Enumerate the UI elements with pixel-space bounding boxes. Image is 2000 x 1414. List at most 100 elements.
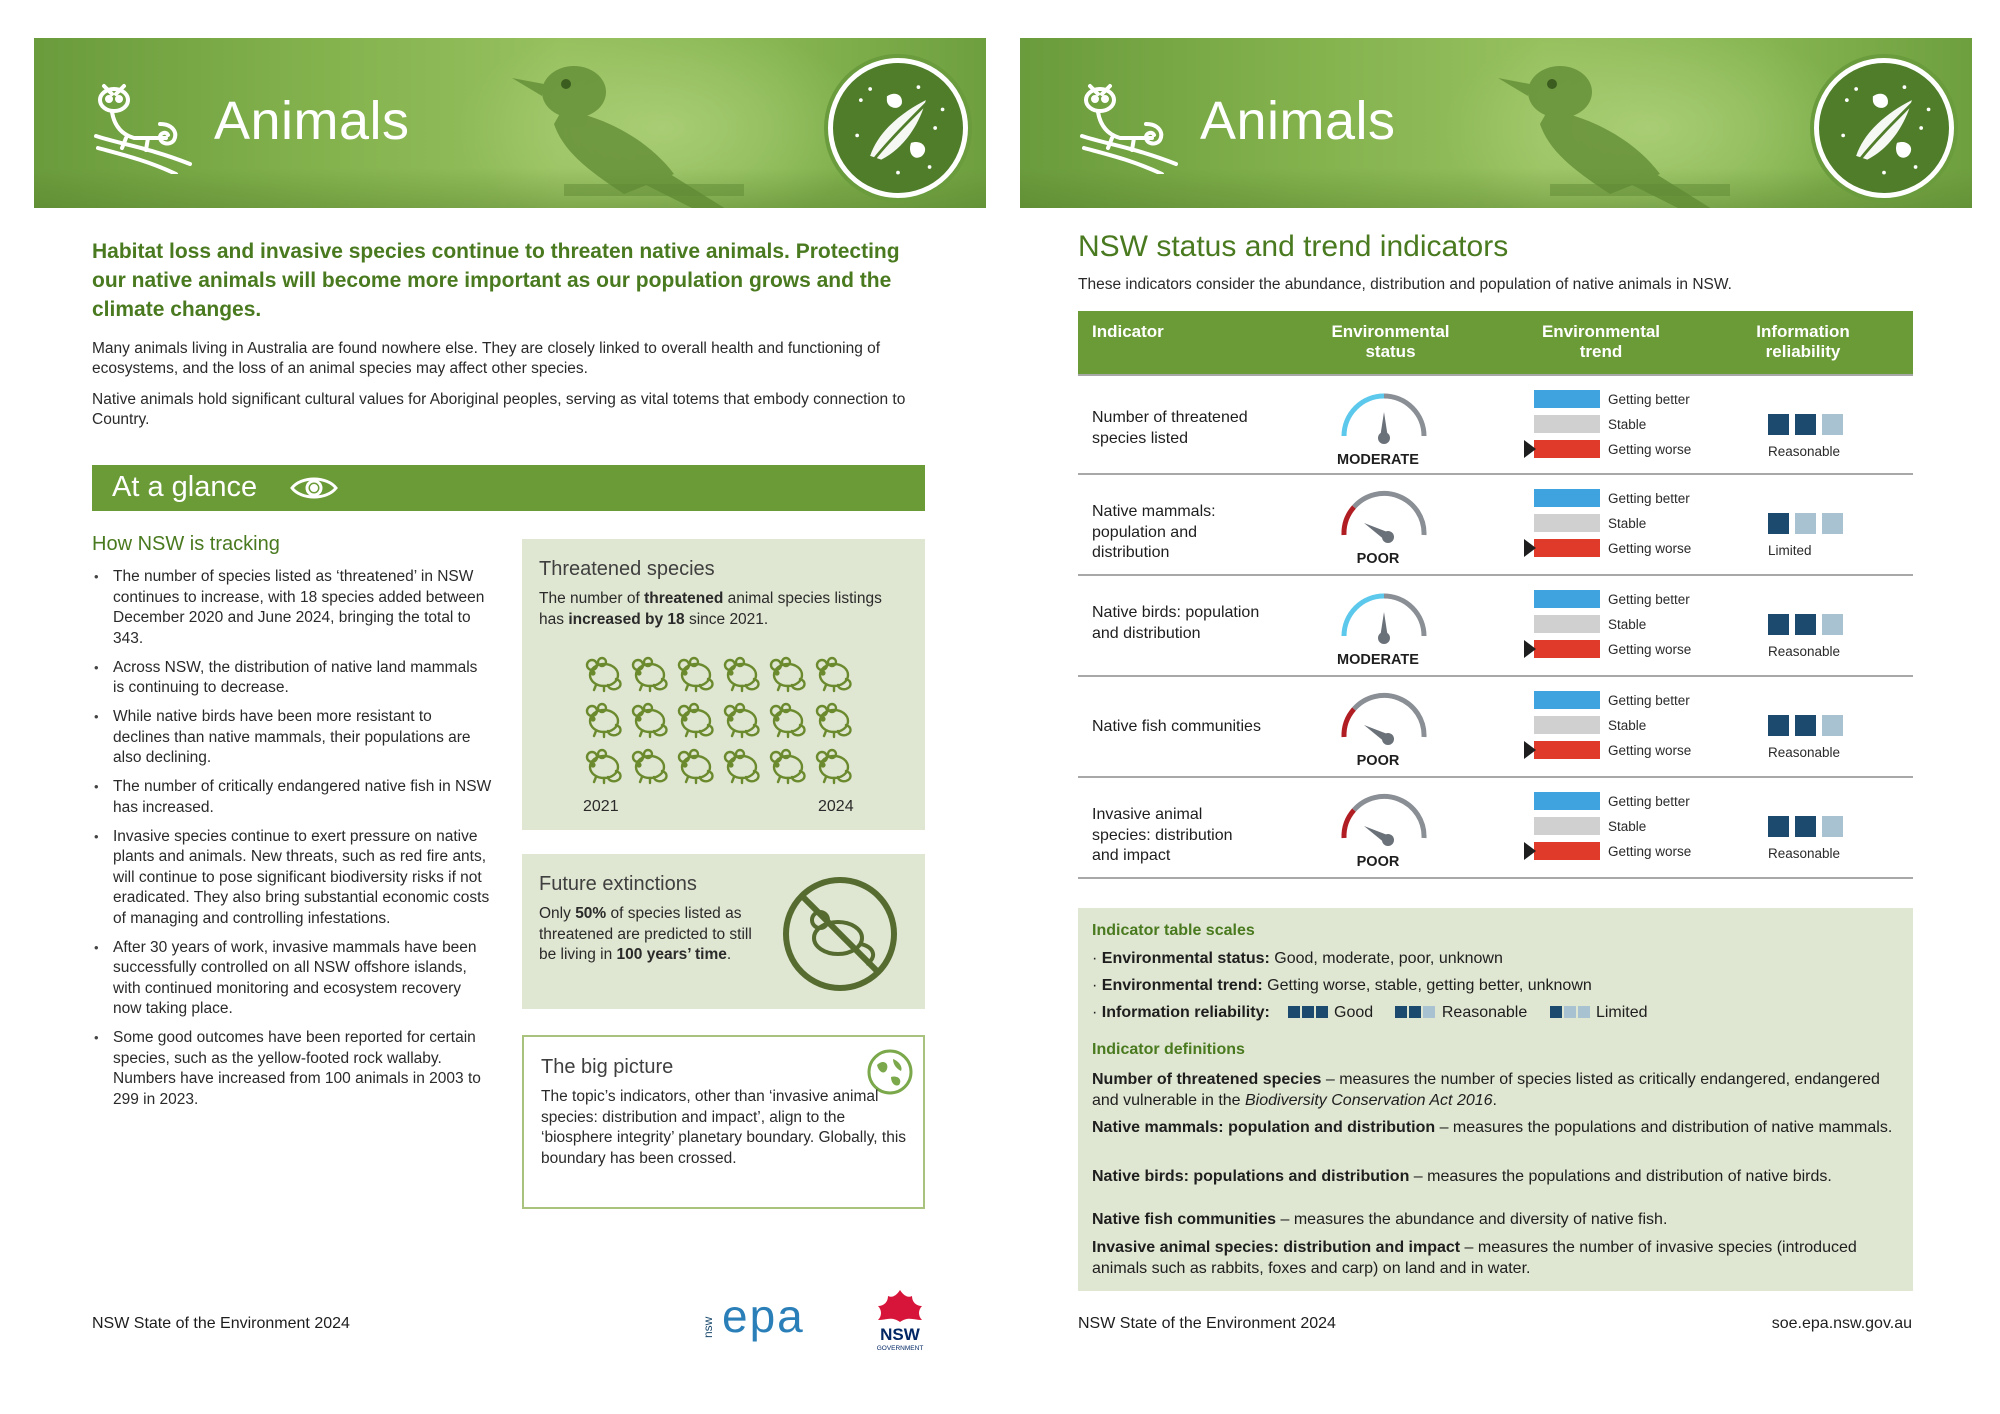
- big-picture-card: The big picture The topic’s indicators, …: [522, 1035, 925, 1209]
- scale-reliability-line: · Information reliability: Good Reasonab…: [1092, 1004, 1648, 1021]
- reliability-label: Reasonable: [1768, 444, 1841, 459]
- tracking-heading: How NSW is tracking: [92, 533, 280, 555]
- status-gauge-icon: [1341, 490, 1427, 543]
- indicator-name: Native fish communities: [1092, 718, 1261, 735]
- scales-heading: Indicator table scales: [1092, 922, 1255, 939]
- status-gauge-icon: [1341, 692, 1427, 745]
- future-extinctions-title: Future extinctions: [539, 873, 697, 895]
- indicator-row: Number of threatened species listed MODER…: [1078, 374, 1913, 475]
- bullet-item: Some good outcomes have been reported fo…: [92, 1028, 492, 1110]
- reliability-square: [1768, 513, 1789, 534]
- mouse-icon: [766, 699, 812, 745]
- aboriginal-art-emblem-icon: [828, 58, 968, 198]
- indicator-name: Invasive animal species: distribution an…: [1092, 806, 1233, 864]
- indicator-table: Indicator Environmental status Environme…: [1078, 311, 1913, 879]
- header-status: Environmental status: [1331, 322, 1450, 361]
- bullet-item: The number of critically endangered nati…: [92, 777, 492, 818]
- definition-item: Native mammals: population and distribut…: [1092, 1119, 1893, 1136]
- future-extinctions-text: Only 50% of species listed as threatened…: [539, 905, 752, 963]
- definition-item: Invasive animal species: distribution an…: [1092, 1239, 1857, 1277]
- year-start: 2021: [583, 798, 619, 815]
- mouse-icon: [582, 653, 628, 699]
- reliability-square: [1795, 614, 1816, 635]
- lead-statement: Habitat loss and invasive species contin…: [92, 240, 900, 321]
- at-a-glance-title: At a glance: [112, 471, 258, 503]
- threatened-species-text: The number of threatened animal species …: [539, 590, 882, 628]
- trend-stable-label: Stable: [1608, 417, 1647, 432]
- mouse-icon: [812, 653, 858, 699]
- status-label: MODERATE: [1337, 452, 1419, 468]
- big-picture-text: The topic’s indicators, other than ‘inva…: [541, 1088, 907, 1167]
- definition-item: Native fish communities – measures the a…: [1092, 1211, 1668, 1228]
- reliability-square: [1795, 513, 1816, 534]
- year-end: 2024: [818, 798, 854, 815]
- banner-title: Animals: [214, 91, 410, 151]
- mouse-icon: [674, 653, 720, 699]
- status-label: POOR: [1356, 854, 1400, 870]
- at-a-glance-bar: At a glance: [92, 465, 925, 511]
- trend-worse-label: Getting worse: [1608, 541, 1692, 556]
- indicator-name: Native mammals: population and distribut…: [1092, 503, 1216, 561]
- header-reliability: Information reliability: [1756, 322, 1850, 361]
- definition-item: Number of threatened species – measures …: [1092, 1071, 1880, 1109]
- future-extinctions-card: Future extinctions Only 50% of species l…: [522, 854, 925, 1009]
- indicator-row: Native fish communities POOR Getting bette…: [1078, 677, 1913, 778]
- trend-arrow-icon: [1524, 440, 1536, 458]
- trend-better-label: Getting better: [1608, 693, 1690, 708]
- mouse-icon: [720, 653, 766, 699]
- intro-paragraph-1: Many animals living in Australia are fou…: [92, 340, 881, 377]
- possum-icon: [1080, 84, 1178, 174]
- mouse-icon: [720, 745, 766, 791]
- big-picture-title: The big picture: [541, 1056, 674, 1078]
- indicator-scales-panel: Indicator table scales · Environmental s…: [1078, 908, 1913, 1291]
- reliability-square: [1822, 614, 1843, 635]
- mouse-icon: [674, 745, 720, 791]
- footer-publication: NSW State of the Environment 2024: [1078, 1315, 1336, 1332]
- mouse-icon: [674, 699, 720, 745]
- banner: Animals: [34, 38, 986, 208]
- possum-icon: [94, 84, 192, 174]
- trend-better-label: Getting better: [1608, 592, 1690, 607]
- reliability-square: [1822, 816, 1843, 837]
- mouse-icon: [582, 745, 628, 791]
- trend-better-label: Getting better: [1608, 491, 1690, 506]
- status-label: POOR: [1356, 753, 1400, 769]
- trend-arrow-icon: [1524, 741, 1536, 759]
- svg-text:NSW: NSW: [880, 1325, 921, 1344]
- trend-stable-label: Stable: [1608, 617, 1647, 632]
- indicator-name: Native birds: population and distributio…: [1092, 604, 1260, 642]
- trend-arrow-icon: [1524, 640, 1536, 658]
- mouse-icon: [720, 699, 766, 745]
- definition-item: Native birds: populations and distributi…: [1092, 1168, 1832, 1185]
- footer-url: soe.epa.nsw.gov.au: [1771, 1315, 1912, 1332]
- banner: Animals: [1020, 38, 1972, 208]
- reliability-label: Reasonable: [1768, 644, 1841, 659]
- left-page: Animals Habitat loss and invasive specie…: [0, 0, 1000, 1414]
- threatened-species-title: Threatened species: [539, 558, 715, 580]
- trend-worse-label: Getting worse: [1608, 442, 1692, 457]
- header-trend: Environmental trend: [1541, 322, 1661, 361]
- indicators-title: NSW status and trend indicators: [1078, 230, 1509, 263]
- trend-arrow-icon: [1524, 539, 1536, 557]
- reliability-square: [1768, 414, 1789, 435]
- status-label: POOR: [1356, 551, 1400, 567]
- mouse-icon: [582, 699, 628, 745]
- bullet-item: Across NSW, the distribution of native l…: [92, 658, 492, 699]
- bullet-item: After 30 years of work, invasive mammals…: [92, 938, 492, 1020]
- reliability-square: [1822, 715, 1843, 736]
- tracking-bullets: The number of species listed as ‘threate…: [92, 567, 492, 1119]
- trend-arrow-icon: [1524, 842, 1536, 860]
- svg-text:GOVERNMENT: GOVERNMENT: [877, 1345, 924, 1352]
- mouse-icon: [812, 699, 858, 745]
- mouse-icon-grid: [582, 653, 858, 791]
- nsw-epa-logo: nsw epa: [704, 1292, 805, 1342]
- scale-trend-line: · Environmental trend: Getting worse, st…: [1092, 977, 1592, 994]
- svg-text:epa: epa: [722, 1292, 805, 1342]
- header-indicator: Indicator: [1092, 322, 1164, 341]
- trend-worse-label: Getting worse: [1608, 642, 1692, 657]
- globe-icon: [867, 1049, 913, 1095]
- trend-better-label: Getting better: [1608, 392, 1690, 407]
- trend-worse-label: Getting worse: [1608, 844, 1692, 859]
- indicator-row: Native mammals: population and distribut…: [1078, 475, 1913, 576]
- reliability-label: Reasonable: [1768, 745, 1841, 760]
